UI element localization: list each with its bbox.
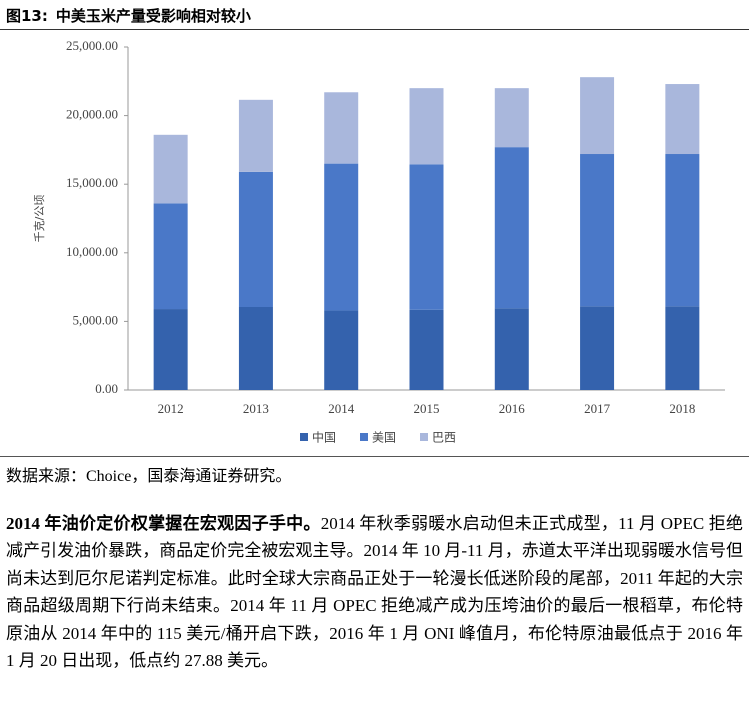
legend-swatch (300, 433, 308, 441)
bar-segment (153, 203, 188, 310)
bar-segment (580, 154, 615, 307)
legend-swatch (360, 433, 368, 441)
y-tick-label: 0.00 (95, 381, 118, 396)
y-tick-label: 10,000.00 (66, 244, 118, 259)
lead-sentence: 2014 年油价定价权掌握在宏观因子手中。 (6, 514, 321, 533)
x-tick-label: 2015 (414, 401, 440, 416)
bar-segment (665, 84, 700, 155)
y-tick-label: 20,000.00 (66, 107, 118, 122)
y-tick-label: 15,000.00 (66, 175, 118, 190)
x-tick-label: 2016 (499, 401, 526, 416)
legend-label: 美国 (372, 431, 396, 445)
figure-label: 图13: (6, 7, 48, 25)
bar-segment (580, 306, 615, 390)
bar-segment (324, 92, 359, 164)
bar-segment (153, 309, 188, 390)
bar-segment (494, 308, 529, 390)
figure-title: 图13: 中美玉米产量受影响相对较小 (6, 5, 251, 26)
bar-segment (238, 171, 273, 307)
bar-segment (665, 154, 700, 307)
bar-segment (409, 309, 444, 390)
y-tick-label: 5,000.00 (73, 312, 119, 327)
x-tick-label: 2014 (328, 401, 355, 416)
y-axis-label: 千克/公顷 (33, 195, 46, 243)
bar-segment (238, 99, 273, 172)
chart-title: 中美玉米产量受影响相对较小 (55, 7, 251, 25)
paragraph: 2014 年油价定价权掌握在宏观因子手中。2014 年秋季弱暖水启动但未正式成型… (6, 510, 743, 674)
body-text: 2014 年秋季弱暖水启动但未正式成型，11 月 OPEC 拒绝减产引发油价暴跌… (6, 514, 744, 671)
bar-segment (494, 88, 529, 148)
x-tick-label: 2017 (584, 401, 611, 416)
bar-segment (409, 88, 444, 165)
bar-segment (665, 306, 700, 390)
rule (0, 456, 749, 457)
bar-segment (580, 77, 615, 155)
rule (0, 29, 749, 30)
bar-segment (324, 163, 359, 311)
x-tick-label: 2013 (243, 401, 269, 416)
y-tick-label: 25,000.00 (66, 38, 118, 53)
legend-label: 巴西 (432, 431, 456, 445)
source-note: 数据来源：Choice，国泰海通证券研究。 (6, 468, 292, 485)
x-tick-label: 2012 (158, 401, 184, 416)
bar-segment (324, 310, 359, 390)
bar-segment (153, 134, 188, 204)
bar-segment (409, 164, 444, 310)
legend-swatch (420, 433, 428, 441)
legend-label: 中国 (312, 430, 336, 445)
chart: 0.00 5,000.00 10,000.00 15,000.00 20,000.00 2… (33, 38, 725, 445)
x-tick-label: 2018 (669, 401, 695, 416)
bar-segment (494, 147, 529, 309)
bar-segment (238, 306, 273, 390)
